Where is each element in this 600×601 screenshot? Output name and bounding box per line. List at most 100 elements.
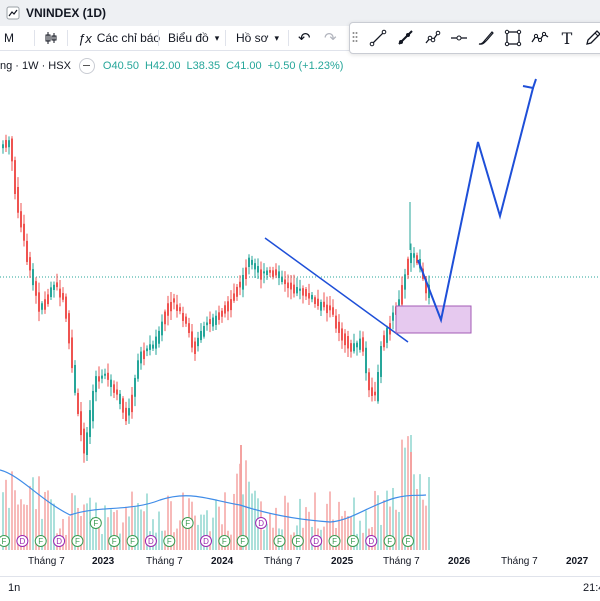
- volume-bar: [107, 517, 109, 550]
- chart-tab[interactable]: VNINDEX (1D): [0, 3, 106, 23]
- volume-bar: [50, 499, 52, 550]
- profile-dropdown[interactable]: Hồ sơ ▾: [236, 26, 279, 50]
- volume-bar: [242, 494, 244, 550]
- compare-button[interactable]: [44, 26, 58, 50]
- candle-body: [323, 301, 325, 308]
- rectangle-icon[interactable]: [502, 27, 524, 49]
- candle-body: [215, 315, 217, 325]
- volume-bar: [299, 498, 301, 550]
- trend-line-icon[interactable]: [367, 27, 389, 49]
- volume-bar: [218, 506, 220, 550]
- candle-body: [92, 390, 94, 422]
- event-marker-label: F: [130, 537, 135, 546]
- candle-body: [212, 317, 214, 327]
- candle-body: [290, 282, 292, 290]
- drag-handle-icon[interactable]: [350, 27, 360, 49]
- chevron-down-icon: ▾: [214, 32, 220, 43]
- candle-body: [335, 315, 337, 329]
- volume-bar: [254, 490, 256, 550]
- event-marker: [181, 517, 194, 529]
- candle-body: [278, 271, 280, 279]
- volume-bar: [383, 500, 385, 550]
- candle-body: [134, 377, 136, 397]
- time-axis[interactable]: Tháng 7 2023 Tháng 7 2024 Tháng 7 2025 T…: [0, 553, 600, 571]
- undo-button[interactable]: ↶: [298, 26, 311, 50]
- candle-body: [128, 408, 130, 416]
- event-marker: [89, 517, 102, 529]
- volume-bar: [146, 493, 148, 550]
- collapse-legend-icon[interactable]: [78, 58, 95, 74]
- candle-body: [365, 347, 367, 374]
- volume-bar: [125, 506, 127, 550]
- candle-body: [170, 301, 172, 312]
- candle-body: [194, 341, 196, 354]
- tab-title: VNINDEX (1D): [26, 6, 107, 20]
- candle-body: [269, 270, 271, 273]
- candle-body: [281, 276, 283, 282]
- volume-bar: [341, 516, 343, 550]
- candle-body: [89, 410, 91, 437]
- redo-button[interactable]: ↷: [324, 26, 337, 50]
- redo-icon: ↷: [324, 30, 337, 47]
- volume-bar: [212, 517, 214, 550]
- path-icon[interactable]: [529, 27, 551, 49]
- axis-label: Tháng 7: [501, 556, 538, 567]
- volume-bar: [215, 499, 217, 550]
- indicators-button[interactable]: ƒx Các chỉ báo: [78, 26, 160, 50]
- interval-button[interactable]: M: [4, 26, 14, 50]
- candle-body: [122, 398, 124, 413]
- divider: [34, 30, 35, 46]
- candle-body: [302, 288, 304, 296]
- volume-bar: [386, 490, 388, 550]
- volume-bar: [29, 485, 31, 550]
- candle-body: [95, 376, 97, 393]
- candle-body: [164, 311, 166, 325]
- candle-body: [8, 140, 10, 148]
- pen-icon[interactable]: [582, 27, 600, 49]
- divider: [67, 30, 68, 46]
- volume-bar: [68, 516, 70, 550]
- volume-bar: [134, 507, 136, 550]
- candle-body: [326, 304, 328, 314]
- volume-bar: [158, 511, 160, 550]
- volume-bar: [35, 509, 37, 550]
- event-marker: [383, 535, 396, 547]
- text-icon[interactable]: T: [561, 28, 573, 48]
- volume-bar: [53, 503, 55, 550]
- symbol-label[interactable]: ng · 1W · HSX: [0, 60, 71, 72]
- event-marker: [402, 535, 414, 547]
- brush-icon[interactable]: [475, 27, 497, 49]
- volume-bar: [263, 529, 265, 550]
- volume-bar: [329, 491, 331, 550]
- event-marker: [365, 535, 378, 547]
- volume-bar: [407, 436, 409, 550]
- candle-body: [140, 351, 142, 364]
- ray-icon[interactable]: [394, 27, 416, 49]
- chart-type-dropdown[interactable]: Biểu đồ ▾: [168, 26, 219, 50]
- volume-bar: [20, 499, 22, 550]
- candle-body: [317, 298, 319, 306]
- candle-body: [350, 343, 352, 352]
- event-marker: [71, 535, 84, 547]
- volume-bar: [80, 516, 82, 550]
- volume-bar: [419, 474, 421, 550]
- support-zone: [395, 305, 472, 334]
- candle-body: [425, 278, 427, 294]
- candle-body: [413, 253, 415, 258]
- divider: [288, 30, 289, 46]
- candle-body: [56, 282, 58, 288]
- volume-bar: [305, 507, 307, 550]
- volume-bar: [425, 505, 427, 550]
- candle-body: [332, 307, 334, 315]
- range-button[interactable]: 1n: [8, 582, 21, 594]
- pattern-icon[interactable]: [421, 27, 443, 49]
- volume-bar: [374, 490, 376, 550]
- volume-bar: [128, 516, 130, 550]
- volume-bar: [77, 507, 79, 550]
- candle-body: [314, 297, 316, 304]
- candle-body: [149, 344, 151, 350]
- interval-label: M: [4, 31, 14, 45]
- candle-body: [359, 338, 361, 350]
- horizontal-line-icon[interactable]: [448, 27, 470, 49]
